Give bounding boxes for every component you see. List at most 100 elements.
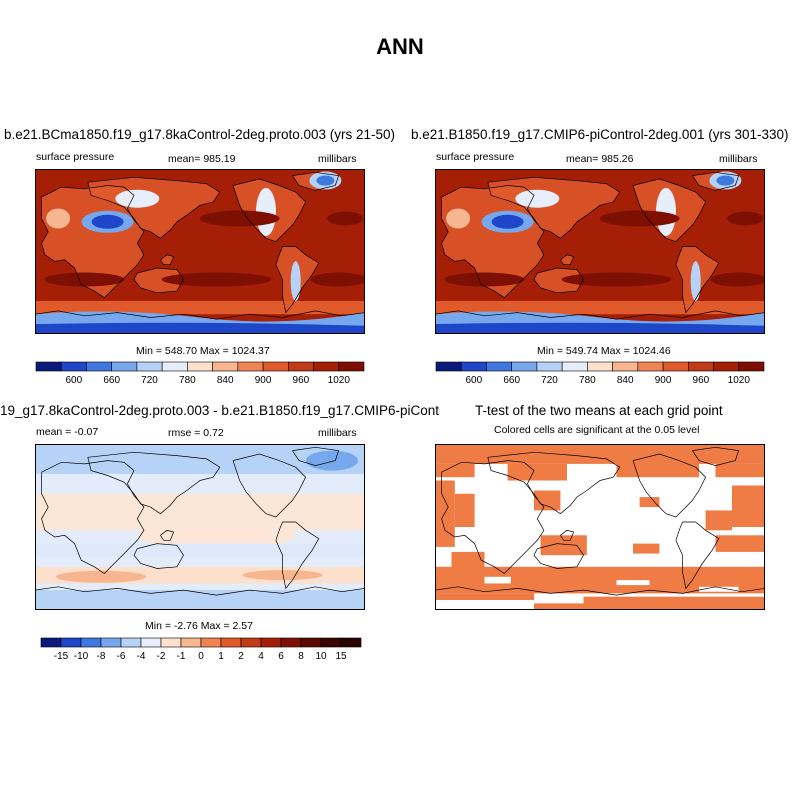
panel-2-mean-label: mean= 985.26 (566, 153, 634, 165)
colorbar-tick-label: 2 (238, 651, 244, 662)
colorbar-box-9 (220, 637, 242, 648)
coastline-6 (692, 171, 740, 191)
colorbar-box-5 (161, 361, 188, 372)
significant-region-7 (534, 490, 561, 511)
colorbar-box-1 (60, 637, 82, 648)
colorbar-box-2 (486, 361, 512, 372)
map-frame (35, 169, 365, 334)
colorbar-tick-label: 600 (65, 375, 82, 386)
colorbar-tick-label: -4 (137, 651, 146, 662)
panel-3-rmse-label: rmse = 0.72 (168, 427, 224, 439)
colorbar-box-4 (536, 361, 563, 372)
colorbar-tick-label: 780 (179, 375, 196, 386)
land-field-3 (134, 268, 184, 293)
panel-1-surface-pressure-map (35, 169, 365, 334)
andes-low (690, 261, 701, 302)
panel-4-ttest-significance-map (435, 444, 765, 610)
southern-ocean-low-band (435, 301, 765, 315)
coastline-4 (632, 453, 707, 518)
significant-region-9 (732, 485, 765, 527)
elevated-region (46, 208, 71, 229)
land-field-1 (487, 177, 620, 239)
panel-2-surface-pressure-map (435, 169, 765, 334)
colorbar-tick-label: 0 (198, 651, 204, 662)
panel-1-title: b.e21.BCma1850.f19_g17.8kaControl-2deg.p… (4, 127, 395, 142)
panel-4-title: T-test of the two means at each grid poi… (475, 403, 723, 418)
panel-3-title: 19_g17.8kaControl-2deg.proto.003 - b.e21… (0, 403, 440, 418)
colorbar-box-8 (200, 637, 222, 648)
panel-1-mean-label: mean= 985.19 (168, 153, 236, 165)
coastline-0 (441, 460, 545, 574)
coastline-5 (275, 521, 320, 590)
main-title: ANN (376, 34, 424, 59)
significant-region-10 (705, 510, 732, 531)
colorbar-box-9 (262, 361, 289, 372)
significant-region-1 (435, 463, 475, 478)
antarctic-plateau (435, 322, 765, 334)
significant-region-3 (616, 460, 699, 478)
land-field-2 (560, 254, 574, 265)
indian-ocean-high (44, 272, 125, 287)
colorbar-box-5 (561, 361, 588, 372)
coastlines (35, 446, 365, 596)
colorbar-box-12 (738, 361, 765, 372)
coastlines (435, 446, 765, 596)
coastline-4 (632, 178, 707, 243)
significant-region-2 (507, 463, 567, 481)
land-field-3 (534, 268, 584, 293)
coastline-5 (675, 246, 720, 314)
colorbar-tick-label: 720 (141, 375, 158, 386)
south-pacific-high (161, 272, 272, 287)
mongolia-low (515, 189, 560, 208)
coastline-2 (560, 529, 575, 541)
colorbar-tick-label: 720 (541, 375, 558, 386)
colorbar-box-9 (662, 361, 689, 372)
colorbar-box-7 (212, 361, 239, 372)
tibetan-plateau-core (91, 214, 124, 229)
andes-low (290, 261, 301, 302)
panel-2-min-max: Min = 549.74 Max = 1024.46 (537, 345, 671, 357)
coastline-antarctica (435, 310, 765, 320)
colorbar-box-3 (111, 361, 138, 372)
coastline-0 (41, 460, 145, 574)
colorbar-tick-label: 1 (218, 651, 224, 662)
colorbar-box-11 (313, 361, 340, 372)
colorbar-box-0 (435, 361, 462, 372)
indian-ocean-high (444, 272, 525, 287)
colorbar-tick-label: 1020 (328, 375, 351, 386)
panel-1-min-max: Min = 548.70 Max = 1024.37 (136, 345, 270, 357)
coastline-4 (232, 453, 307, 518)
colorbar-box-0 (35, 361, 62, 372)
colorbar-box-8 (237, 361, 264, 372)
colorbar-box-11 (260, 637, 282, 648)
colorbar-tick-label: 840 (217, 375, 234, 386)
colorbar-tick-label: 780 (579, 375, 596, 386)
coastline-1 (487, 451, 621, 515)
colorbar-box-11 (713, 361, 740, 372)
colorbar-tick-label: 840 (617, 375, 634, 386)
coastline-5 (675, 521, 720, 590)
greenland-low-core (316, 175, 335, 186)
panel-1-variable-label: surface pressure (36, 151, 115, 163)
coastline-0 (441, 185, 545, 299)
colorbar-box-2 (86, 361, 112, 372)
colorbar-box-3 (511, 361, 538, 372)
colorbar-box-5 (140, 637, 162, 648)
colorbar-box-10 (288, 361, 314, 372)
coastline-6 (292, 446, 340, 466)
panel-3-min-max: Min = -2.76 Max = 2.57 (145, 620, 253, 632)
significant-region-6 (454, 493, 475, 527)
panel-2-colorbar: 600 660 720 780 840 900 960 1020 (435, 361, 765, 386)
southern-negative-band (35, 543, 365, 557)
colorbar-box-4 (120, 637, 142, 648)
coastline-3 (133, 267, 184, 294)
southern-ocean-positive-core (56, 570, 146, 583)
colorbar-tick-label: 6 (278, 651, 284, 662)
coastline-4 (232, 178, 307, 243)
panel-2-units-label: millibars (719, 153, 758, 165)
colorbar-box-7 (180, 637, 202, 648)
coastline-3 (533, 267, 584, 294)
colorbar-box-0 (40, 637, 62, 648)
greenland-negative (306, 450, 358, 471)
colorbar-tick-label: 15 (335, 651, 347, 662)
